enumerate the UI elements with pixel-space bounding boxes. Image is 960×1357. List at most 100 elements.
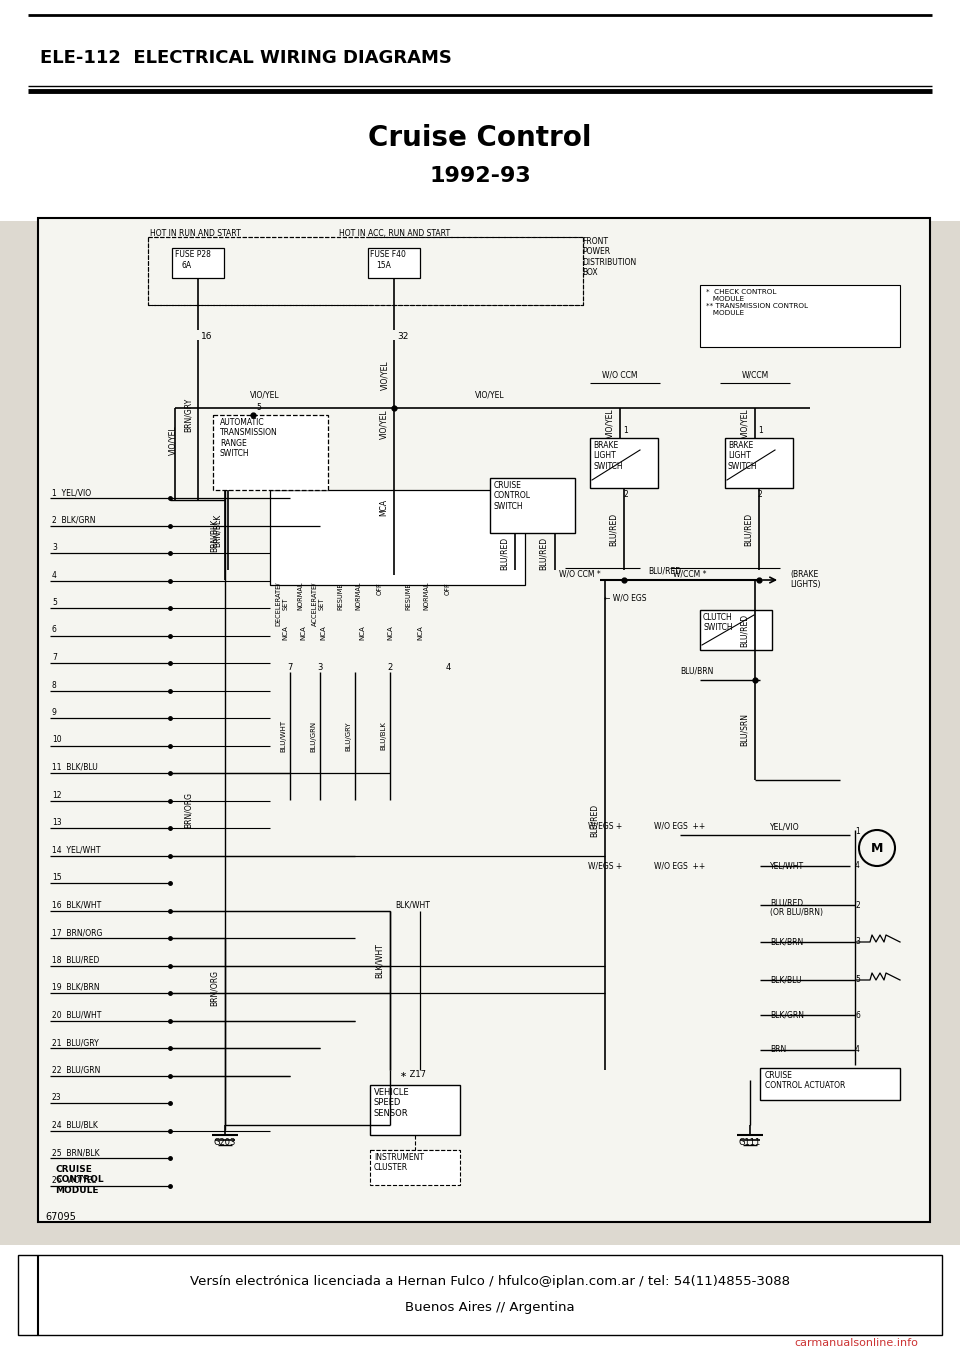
Text: ELE-112  ELECTRICAL WIRING DIAGRAMS: ELE-112 ELECTRICAL WIRING DIAGRAMS [40, 49, 452, 66]
Text: INSTRUMENT
CLUSTER: INSTRUMENT CLUSTER [374, 1153, 424, 1172]
Text: 1: 1 [855, 828, 860, 836]
Text: NCA: NCA [320, 626, 326, 639]
Bar [370, 1086, 460, 1134]
Text: BLK/BLU: BLK/BLU [770, 976, 802, 984]
Text: 9: 9 [52, 708, 57, 716]
Text: VIO/YEL: VIO/YEL [169, 425, 178, 455]
Text: BRN/GRY: BRN/GRY [184, 398, 193, 432]
Text: NCA: NCA [417, 626, 423, 639]
Text: 13: 13 [52, 818, 61, 826]
Text: 16: 16 [201, 332, 212, 341]
Text: BLU/BLK: BLU/BLK [380, 722, 386, 750]
Text: BLU/RED: BLU/RED [609, 513, 618, 546]
Text: W/CCM: W/CCM [741, 370, 769, 380]
Text: BLU/GRY: BLU/GRY [345, 721, 351, 750]
Text: 4: 4 [855, 1045, 860, 1054]
Bar [18, 1255, 942, 1335]
Text: NORMAL: NORMAL [423, 582, 429, 611]
Text: BRN/BLK: BRN/BLK [210, 518, 219, 552]
Text: ACCELERATE/
SET: ACCELERATE/ SET [311, 582, 324, 627]
Text: NCA: NCA [359, 626, 365, 639]
Text: BLK/GRN: BLK/GRN [770, 1011, 804, 1019]
Text: VIO/YEL: VIO/YEL [605, 408, 614, 438]
Bar [490, 478, 575, 533]
Text: 6: 6 [855, 1011, 860, 1019]
Text: 8: 8 [52, 680, 57, 689]
Text: 11  BLK/BLU: 11 BLK/BLU [52, 763, 98, 772]
Text: 2  BLK/GRN: 2 BLK/GRN [52, 516, 95, 525]
Bar [0, 1244, 960, 1357]
Text: BRN/ORG: BRN/ORG [210, 970, 219, 1006]
Text: OFF: OFF [445, 582, 451, 594]
Text: 17  BRN/ORG: 17 BRN/ORG [52, 928, 103, 936]
Text: 6A: 6A [181, 261, 191, 270]
Text: 7: 7 [287, 664, 293, 673]
Text: 1  YEL/VIO: 1 YEL/VIO [52, 489, 91, 497]
Bar [590, 438, 658, 489]
Text: W/CCM *: W/CCM * [673, 570, 707, 578]
Text: BRN: BRN [770, 1045, 786, 1054]
Text: M: M [871, 841, 883, 855]
Text: BLU/RED: BLU/RED [500, 536, 509, 570]
Text: BLU/GRN: BLU/GRN [310, 721, 316, 752]
Text: 1992-93: 1992-93 [429, 166, 531, 186]
Text: NCA: NCA [282, 626, 288, 639]
Text: 5: 5 [855, 976, 860, 984]
Text: FRONT
POWER
DISTRIBUTION
BOX: FRONT POWER DISTRIBUTION BOX [582, 237, 636, 277]
Text: W/EGS +: W/EGS + [588, 821, 622, 830]
Text: BRN/ORG: BRN/ORG [184, 792, 193, 828]
Text: (BRAKE
LIGHTS): (BRAKE LIGHTS) [790, 570, 821, 589]
Text: NCA: NCA [300, 626, 306, 639]
Text: BRN/BLK: BRN/BLK [213, 513, 222, 547]
Text: CRUISE
CONTROL
MODULE: CRUISE CONTROL MODULE [55, 1166, 104, 1194]
Text: 18  BLU/RED: 18 BLU/RED [52, 955, 100, 965]
Text: 25  BRN/BLK: 25 BRN/BLK [52, 1148, 100, 1158]
Bar [172, 248, 224, 278]
Text: 2: 2 [758, 490, 763, 499]
Text: 3: 3 [318, 664, 323, 673]
Text: 5: 5 [52, 598, 57, 607]
Text: MCA: MCA [379, 498, 388, 516]
Text: 4: 4 [52, 570, 57, 579]
Text: BLK/WHT: BLK/WHT [395, 901, 430, 909]
Text: 20  BLU/WHT: 20 BLU/WHT [52, 1011, 102, 1019]
Text: BLK/WHT: BLK/WHT [375, 943, 384, 978]
Text: BRAKE
LIGHT
SWITCH: BRAKE LIGHT SWITCH [593, 441, 623, 471]
Bar [148, 237, 583, 305]
Text: RESUME: RESUME [405, 582, 411, 609]
Text: 6: 6 [52, 626, 57, 635]
Text: FUSE P28: FUSE P28 [175, 250, 211, 259]
Text: BLU/BRN: BLU/BRN [680, 668, 713, 676]
Text: 1: 1 [623, 426, 628, 436]
Text: W/O EGS  ++: W/O EGS ++ [655, 862, 706, 870]
Text: 23: 23 [52, 1092, 61, 1102]
Bar [0, 91, 960, 221]
Text: VEHICLE
SPEED
SENSOR: VEHICLE SPEED SENSOR [374, 1088, 410, 1118]
Text: VIO/YEL: VIO/YEL [740, 408, 749, 438]
Text: 67095: 67095 [45, 1212, 76, 1223]
Text: W/O CCM *: W/O CCM * [559, 570, 601, 578]
Text: HOT IN RUN AND START: HOT IN RUN AND START [150, 229, 240, 237]
Bar [760, 1068, 900, 1101]
Text: BLU/RED: BLU/RED [744, 513, 753, 546]
Text: AUTOMATIC
TRANSMISSION
RANGE
SWITCH: AUTOMATIC TRANSMISSION RANGE SWITCH [220, 418, 277, 459]
Text: 7: 7 [52, 653, 57, 662]
Text: BLU/RED
(OR BLU/BRN): BLU/RED (OR BLU/BRN) [770, 898, 823, 917]
Text: W/EGS +: W/EGS + [588, 862, 622, 870]
Text: W/O CCM: W/O CCM [602, 370, 637, 380]
Bar [700, 611, 772, 650]
Text: BLK/BRN: BLK/BRN [770, 938, 804, 946]
Text: ← W/O EGS: ← W/O EGS [604, 593, 646, 603]
Bar [38, 218, 930, 1223]
Text: BLU/RED: BLU/RED [740, 613, 749, 646]
Bar [700, 285, 900, 347]
Text: 12: 12 [52, 791, 61, 799]
Text: NORMAL: NORMAL [355, 582, 361, 611]
Text: BRAKE
LIGHT
SWITCH: BRAKE LIGHT SWITCH [728, 441, 757, 471]
Text: VIO/YEL: VIO/YEL [475, 391, 505, 400]
Text: CRUISE
CONTROL
SWITCH: CRUISE CONTROL SWITCH [494, 480, 531, 510]
Text: VIO/YEL: VIO/YEL [251, 391, 279, 400]
Text: BLU/SRN: BLU/SRN [740, 714, 749, 746]
Text: 19  BLK/BRN: 19 BLK/BRN [52, 982, 100, 992]
Text: 10: 10 [52, 735, 61, 745]
